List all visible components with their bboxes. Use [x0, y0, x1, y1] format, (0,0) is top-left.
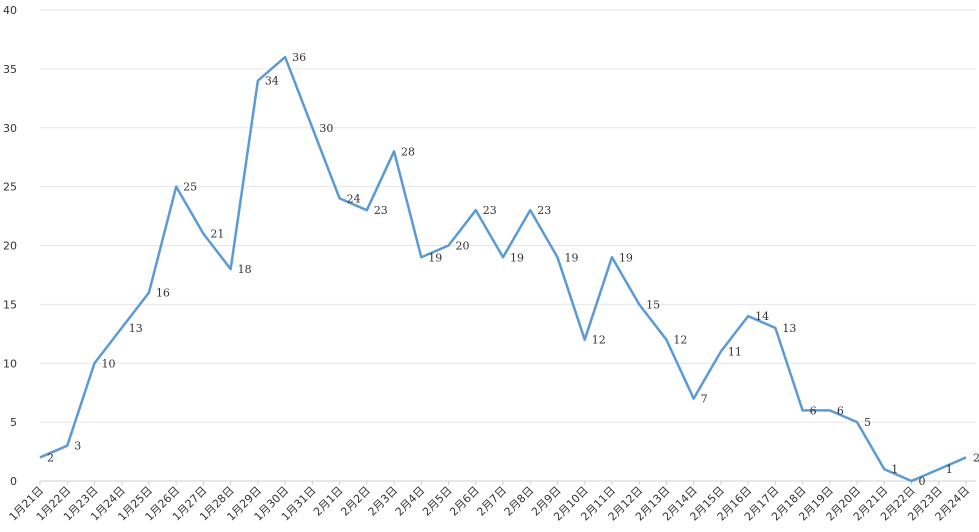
data-label: 13: [782, 322, 796, 335]
y-axis: 0 5 10 15 20 25 30 35 40: [3, 4, 17, 488]
data-label: 3: [74, 440, 81, 453]
data-label: 19: [619, 251, 633, 264]
data-label: 1: [946, 463, 953, 476]
data-label: 28: [401, 145, 415, 158]
data-label: 14: [755, 310, 769, 323]
data-label: 21: [210, 228, 224, 241]
data-label: 23: [537, 204, 551, 217]
y-tick-label: 0: [10, 475, 17, 488]
y-tick-label: 15: [3, 298, 17, 311]
data-label: 30: [319, 122, 333, 135]
data-label: 5: [864, 416, 871, 429]
data-label: 25: [183, 181, 197, 194]
y-tick-label: 10: [3, 357, 17, 370]
data-label: 15: [646, 298, 660, 311]
data-label: 0: [919, 475, 926, 488]
data-label: 6: [837, 404, 844, 417]
data-label: 19: [564, 251, 578, 264]
data-label: 6: [810, 404, 817, 417]
data-label: 12: [592, 334, 606, 347]
x-tick-label: 2月4日: [393, 484, 428, 519]
data-label: 24: [347, 192, 361, 205]
x-axis: 1月21日1月22日1月23日1月24日1月25日1月26日1月27日1月28日…: [7, 481, 972, 524]
data-label: 11: [728, 345, 742, 358]
data-label: 10: [101, 357, 115, 370]
data-label: 19: [428, 251, 442, 264]
data-labels: 2310131625211834363024232819202319231912…: [47, 51, 979, 488]
series-line: [39, 55, 967, 483]
data-label: 1: [891, 463, 898, 476]
x-tick-label: 2月3日: [366, 484, 401, 519]
series-line-layer: [39, 55, 967, 483]
data-label: 19: [510, 251, 524, 264]
data-label: 18: [238, 263, 252, 276]
data-label: 34: [265, 75, 279, 88]
data-label: 20: [456, 240, 470, 253]
y-tick-label: 20: [3, 240, 17, 253]
data-label: 7: [701, 393, 708, 406]
data-label: 2: [47, 451, 54, 464]
x-tick-label: 2月6日: [447, 484, 482, 519]
x-tick-label: 2月2日: [338, 484, 373, 519]
data-label: 16: [156, 287, 170, 300]
x-tick-label: 2月5日: [420, 484, 455, 519]
data-label: 2: [973, 451, 979, 464]
data-label: 12: [673, 334, 687, 347]
x-tick-label: 2月1日: [311, 484, 346, 519]
x-tick-label: 2月7日: [474, 484, 509, 519]
y-tick-label: 35: [3, 63, 17, 76]
data-label: 36: [292, 51, 306, 64]
data-label: 13: [129, 322, 143, 335]
data-label: 23: [374, 204, 388, 217]
x-tick-label: 2月8日: [502, 484, 537, 519]
y-tick-label: 25: [3, 181, 17, 194]
y-tick-label: 30: [3, 122, 17, 135]
y-tick-label: 5: [10, 416, 17, 429]
data-label: 23: [483, 204, 497, 217]
y-tick-label: 40: [3, 4, 17, 17]
grid-lines: [40, 9, 976, 482]
